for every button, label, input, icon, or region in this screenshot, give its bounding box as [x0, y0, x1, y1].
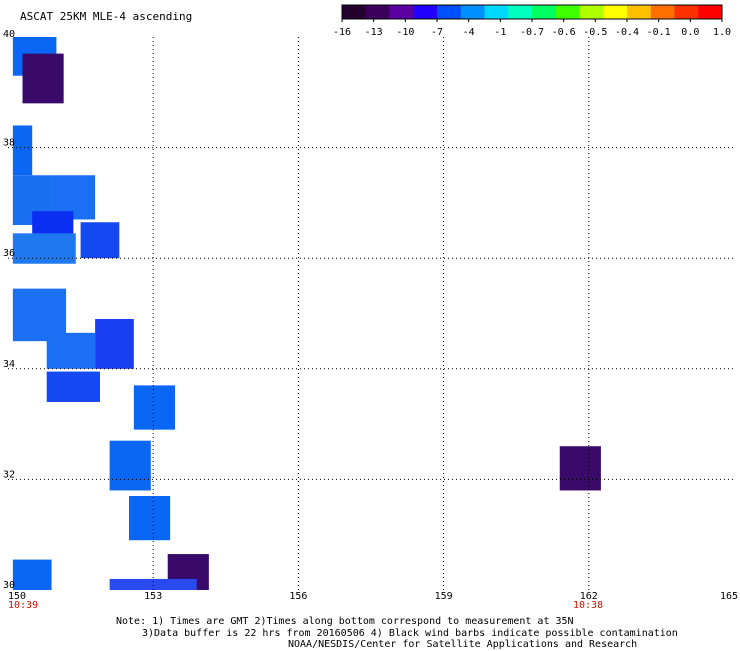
- color-bar-label: -0.6: [552, 27, 576, 38]
- lat-label: 32: [3, 469, 15, 480]
- color-bar-label: 1.0: [713, 27, 731, 38]
- color-bar-label: -7: [431, 27, 443, 38]
- color-bar-swatch: [460, 5, 485, 19]
- lat-label: 38: [3, 138, 15, 149]
- lon-label: 162: [580, 591, 598, 602]
- lat-lon-grid: [8, 37, 734, 590]
- time-right: 10:38: [573, 600, 603, 611]
- wind-cell: [109, 578, 197, 590]
- color-bar-label: -0.5: [583, 27, 607, 38]
- color-bar-label: -0.7: [520, 27, 544, 38]
- wind-cell: [12, 288, 67, 342]
- map-title: ASCAT 25KM MLE-4 ascending: [20, 10, 192, 23]
- color-bar-swatch: [437, 5, 462, 19]
- wind-cell: [22, 53, 64, 104]
- time-left: 10:39: [8, 600, 38, 611]
- color-bar-label: -4: [463, 27, 475, 38]
- longitude-labels: 150 153 156 159 162 165: [8, 591, 738, 602]
- lon-label: 156: [289, 591, 307, 602]
- lon-label: 159: [435, 591, 453, 602]
- color-bar-swatch: [365, 5, 390, 19]
- color-bar-swatch: [627, 5, 652, 19]
- lat-label: 34: [3, 359, 15, 370]
- note-line-1: Note: 1) Times are GMT 2)Times along bot…: [116, 616, 574, 627]
- wind-cell: [559, 446, 601, 491]
- color-bar-swatch: [508, 5, 533, 19]
- note-line-2: 3)Data buffer is 22 hrs from 20160506 4)…: [142, 628, 678, 639]
- wind-cell: [46, 332, 96, 369]
- lat-label: 30: [3, 580, 15, 591]
- wind-cell: [12, 233, 76, 264]
- wind-cells: [12, 37, 601, 590]
- color-bar-label: 0.0: [681, 27, 699, 38]
- color-bar-label: -10: [396, 27, 414, 38]
- color-bar-swatch: [484, 5, 509, 19]
- wind-cell: [46, 371, 100, 402]
- color-bar-swatch: [650, 5, 675, 19]
- color-bar-swatch: [389, 5, 414, 19]
- latitude-labels: 40 38 36 34 32 30: [3, 29, 15, 591]
- color-bar-swatch: [555, 5, 580, 19]
- lat-label: 36: [3, 248, 15, 259]
- wind-cell: [133, 385, 175, 430]
- wind-cell: [80, 222, 120, 259]
- color-bar-swatch: [413, 5, 438, 19]
- lat-label: 40: [3, 29, 15, 40]
- lon-label: 165: [720, 591, 738, 602]
- wind-cell: [12, 125, 33, 176]
- color-bar-swatch: [342, 5, 367, 19]
- color-bar-swatch: [698, 5, 723, 19]
- color-bar-label: -0.4: [615, 27, 639, 38]
- wind-cell: [12, 559, 52, 590]
- color-bar-label: -1: [494, 27, 506, 38]
- color-bar-label: -0.1: [647, 27, 671, 38]
- lon-label: 153: [144, 591, 162, 602]
- wind-cell: [129, 495, 171, 541]
- note-line-3: NOAA/NESDIS/Center for Satellite Applica…: [288, 639, 638, 650]
- wind-cell: [95, 319, 134, 369]
- wind-cell: [109, 440, 151, 491]
- color-bar-label: -13: [365, 27, 383, 38]
- color-bar-swatch: [579, 5, 604, 19]
- color-bar-swatch: [674, 5, 699, 19]
- color-bar-labels: -16 -13 -10 -7 -4 -1 -0.7 -0.6 -0.5 -0.4 -0.1 0.0 1.…: [333, 19, 731, 38]
- color-bar: [341, 4, 723, 20]
- color-bar-swatch: [603, 5, 628, 19]
- color-bar-label: -16: [333, 27, 351, 38]
- lon-label: 150: [8, 591, 26, 602]
- color-bar-swatch: [532, 5, 557, 19]
